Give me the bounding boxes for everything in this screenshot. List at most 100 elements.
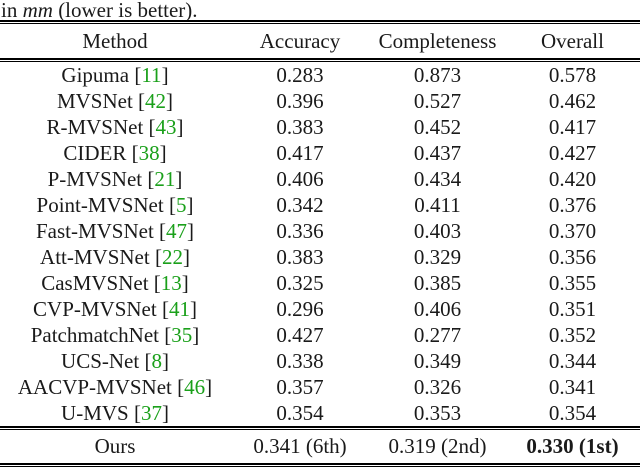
cite-bracket-open: [ [147, 167, 155, 191]
overall-cell: 0.354 [548, 401, 597, 425]
method-name: UCS-Net [61, 349, 140, 373]
cite-bracket-close: ] [187, 219, 195, 243]
table-row: UCS-Net [8] 0.338 0.349 0.344 [0, 348, 640, 374]
column-header-method: Method [82, 29, 148, 53]
cite-bracket-open: [ [159, 219, 167, 243]
table-row: MVSNet [42] 0.396 0.527 0.462 [0, 88, 640, 114]
citation-link[interactable]: 47 [166, 219, 188, 243]
method-name: Gipuma [61, 63, 130, 87]
citation-link[interactable]: 38 [138, 141, 160, 165]
cite-bracket-open: [ [164, 323, 172, 347]
cite-bracket-open: [ [177, 375, 185, 399]
method-cell: R-MVSNet [43] [0, 114, 230, 140]
citation-link[interactable]: 35 [171, 323, 193, 347]
method-cell: Point-MVSNet [5] [0, 192, 230, 218]
cite-bracket-open: [ [131, 141, 139, 165]
table-rule-above-ours [0, 426, 640, 430]
method-cell: U-MVS [37] [0, 400, 230, 426]
table-row: PatchmatchNet [35] 0.427 0.277 0.352 [0, 322, 640, 348]
table-row: Point-MVSNet [5] 0.342 0.411 0.376 [0, 192, 640, 218]
citation-link[interactable]: 37 [140, 401, 162, 425]
method-cell: Att-MVSNet [22] [0, 244, 230, 270]
overall-cell: 0.417 [548, 115, 597, 139]
overall-cell: 0.355 [548, 271, 597, 295]
accuracy-cell: 0.338 [276, 349, 324, 373]
ours-method-cell: Ours [94, 434, 136, 458]
table-rule-top [0, 20, 640, 24]
overall-cell: 0.351 [548, 297, 597, 321]
citation-link[interactable]: 41 [168, 297, 190, 321]
table-row: AACVP-MVSNet [46] 0.357 0.326 0.341 [0, 374, 640, 400]
cite-bracket-close: ] [166, 89, 174, 113]
cite-bracket-close: ] [161, 401, 169, 425]
accuracy-cell: 0.417 [276, 141, 324, 165]
method-name: AACVP-MVSNet [17, 375, 172, 399]
completeness-cell: 0.437 [413, 141, 462, 165]
completeness-cell: 0.329 [413, 245, 462, 269]
citation-link[interactable]: 11 [141, 63, 162, 87]
table-row: CasMVSNet [13] 0.325 0.385 0.355 [0, 270, 640, 296]
table-row: U-MVS [37] 0.354 0.353 0.354 [0, 400, 640, 426]
method-cell: CVP-MVSNet [41] [0, 296, 230, 322]
caption-suffix: (lower is better). [52, 0, 198, 20]
citation-link[interactable]: 22 [161, 245, 183, 269]
cite-bracket-close: ] [182, 245, 190, 269]
completeness-cell: 0.385 [413, 271, 462, 295]
cite-bracket-close: ] [159, 141, 167, 165]
cite-bracket-close: ] [205, 375, 213, 399]
citation-link[interactable]: 21 [154, 167, 176, 191]
completeness-cell: 0.527 [413, 89, 462, 113]
table-row: CVP-MVSNet [41] 0.296 0.406 0.351 [0, 296, 640, 322]
method-name: P-MVSNet [47, 167, 143, 191]
overall-cell: 0.420 [548, 167, 597, 191]
cite-bracket-open: [ [148, 115, 156, 139]
ours-overall-cell: 0.330 (1st) [526, 434, 619, 458]
citation-link[interactable]: 5 [175, 193, 187, 217]
caption-prefix: in [1, 0, 23, 20]
overall-cell: 0.462 [548, 89, 597, 113]
method-name: CVP-MVSNet [33, 297, 157, 321]
cite-bracket-close: ] [186, 193, 194, 217]
method-cell: AACVP-MVSNet [46] [0, 374, 230, 400]
method-cell: Fast-MVSNet [47] [0, 218, 230, 244]
completeness-cell: 0.326 [413, 375, 462, 399]
accuracy-cell: 0.283 [276, 63, 324, 87]
cite-bracket-open: [ [133, 401, 141, 425]
accuracy-cell: 0.396 [276, 89, 324, 113]
citation-link[interactable]: 8 [151, 349, 162, 373]
cite-bracket-close: ] [189, 297, 197, 321]
accuracy-cell: 0.296 [276, 297, 324, 321]
table-caption-fragment: in mm (lower is better). [0, 0, 640, 20]
accuracy-cell: 0.336 [276, 219, 324, 243]
citation-link[interactable]: 43 [155, 115, 177, 139]
method-name: CasMVSNet [41, 271, 149, 295]
column-header-accuracy: Accuracy [259, 29, 341, 53]
method-name: Att-MVSNet [40, 245, 150, 269]
method-cell: P-MVSNet [21] [0, 166, 230, 192]
cite-bracket-close: ] [181, 271, 189, 295]
citation-link[interactable]: 46 [184, 375, 206, 399]
table-row: Gipuma [11] 0.283 0.873 0.578 [0, 62, 640, 88]
cite-bracket-open: [ [144, 349, 152, 373]
citation-link[interactable]: 13 [160, 271, 182, 295]
ours-row: Ours 0.341 (6th) 0.319 (2nd) 0.330 (1st) [0, 430, 640, 463]
table-header-row: Method Accuracy Completeness Overall [0, 24, 640, 58]
overall-cell: 0.356 [548, 245, 597, 269]
method-name: R-MVSNet [46, 115, 144, 139]
overall-cell: 0.370 [548, 219, 597, 243]
ours-accuracy-cell: 0.341 (6th) [253, 434, 347, 458]
completeness-cell: 0.403 [413, 219, 462, 243]
table-row: P-MVSNet [21] 0.406 0.434 0.420 [0, 166, 640, 192]
table-row: Fast-MVSNet [47] 0.336 0.403 0.370 [0, 218, 640, 244]
overall-cell: 0.376 [548, 193, 597, 217]
method-name: PatchmatchNet [30, 323, 160, 347]
overall-cell: 0.341 [548, 375, 597, 399]
method-cell: CIDER [38] [0, 140, 230, 166]
cite-bracket-close: ] [192, 323, 200, 347]
citation-link[interactable]: 42 [145, 89, 167, 113]
table-row: CIDER [38] 0.417 0.437 0.427 [0, 140, 640, 166]
column-header-completeness: Completeness [378, 29, 497, 53]
overall-cell: 0.578 [548, 63, 597, 87]
table-rule-below-header [0, 58, 640, 62]
cite-bracket-open: [ [134, 63, 142, 87]
